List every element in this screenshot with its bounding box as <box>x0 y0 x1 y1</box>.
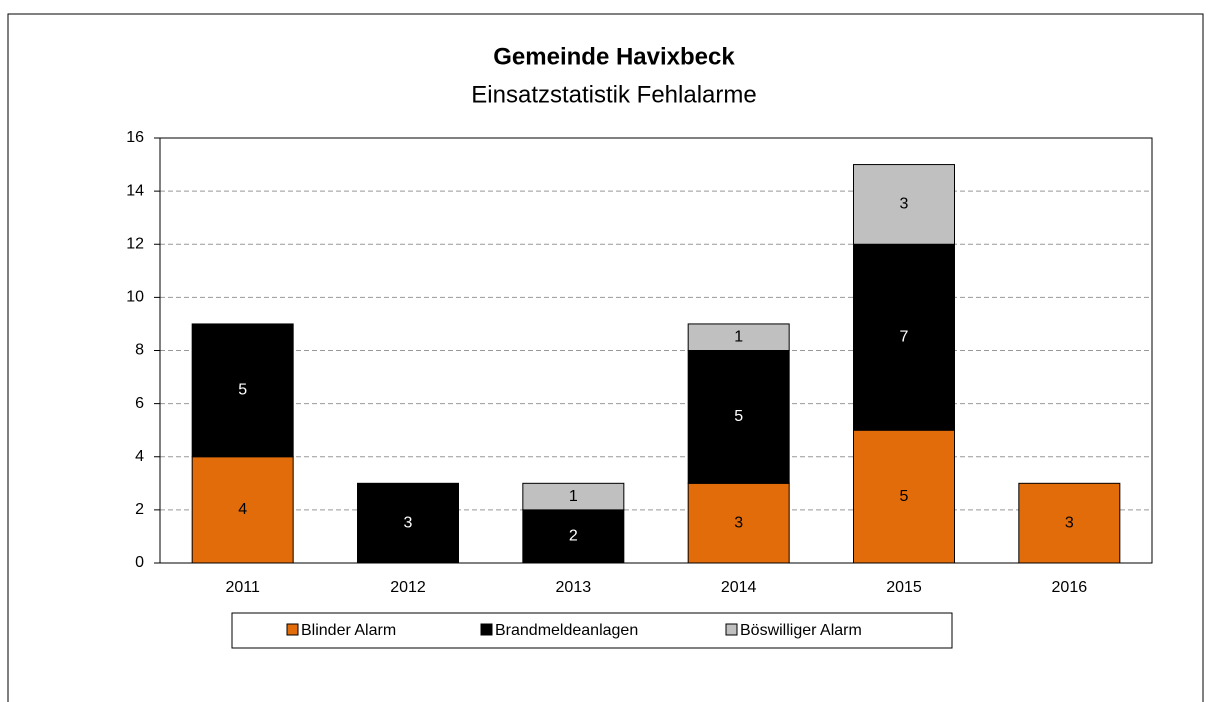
y-tick-label: 16 <box>126 129 144 146</box>
legend-swatch <box>725 623 738 636</box>
y-tick-label: 8 <box>135 342 144 359</box>
bar-segment <box>687 323 790 351</box>
x-tick-label: 2011 <box>225 579 260 596</box>
bar-segment <box>687 350 790 484</box>
data-label: 3 <box>734 514 743 531</box>
y-tick-label: 4 <box>135 448 144 465</box>
legend-swatch <box>480 623 493 636</box>
legend-box <box>231 612 953 649</box>
y-tick-label: 6 <box>135 395 144 412</box>
y-tick-label: 10 <box>126 289 144 306</box>
bar-segment <box>357 482 459 564</box>
chart-subtitle: Einsatzstatistik Fehlalarme <box>471 81 756 108</box>
data-label: 3 <box>404 514 413 531</box>
data-label: 3 <box>1065 514 1074 531</box>
bar-segment <box>853 243 955 431</box>
y-tick-label: 0 <box>135 554 144 571</box>
data-label: 1 <box>569 488 578 505</box>
chart-title: Gemeinde Havixbeck <box>493 43 735 70</box>
bar-segment <box>853 429 955 564</box>
bar-segment <box>853 164 955 245</box>
y-tick-label: 2 <box>135 501 144 518</box>
y-tick-label: 12 <box>126 235 144 252</box>
data-label: 5 <box>900 488 909 505</box>
legend-label: Blinder Alarm <box>301 622 396 639</box>
x-tick-label: 2016 <box>1052 579 1088 596</box>
x-tick-label: 2014 <box>721 579 757 596</box>
legend-label: Brandmeldeanlagen <box>495 622 638 639</box>
plot-area <box>159 137 1153 564</box>
data-label: 4 <box>238 501 247 518</box>
chart-border <box>7 13 1204 702</box>
data-label: 5 <box>734 408 743 425</box>
bar-segment <box>522 509 625 564</box>
x-tick-label: 2015 <box>886 579 922 596</box>
data-label: 5 <box>238 382 247 399</box>
legend-label: Böswilliger Alarm <box>740 622 862 639</box>
x-tick-label: 2012 <box>390 579 426 596</box>
y-tick-label: 14 <box>126 182 144 199</box>
legend-swatch <box>286 623 299 636</box>
data-label: 2 <box>569 528 578 545</box>
bar-segment <box>522 482 625 511</box>
bar-segment <box>191 456 294 564</box>
bar-segment <box>191 323 294 458</box>
data-label: 3 <box>900 196 909 213</box>
x-tick-label: 2013 <box>556 579 592 596</box>
data-label: 7 <box>900 328 909 345</box>
data-label: 1 <box>734 328 743 345</box>
bar-segment <box>1018 482 1121 564</box>
